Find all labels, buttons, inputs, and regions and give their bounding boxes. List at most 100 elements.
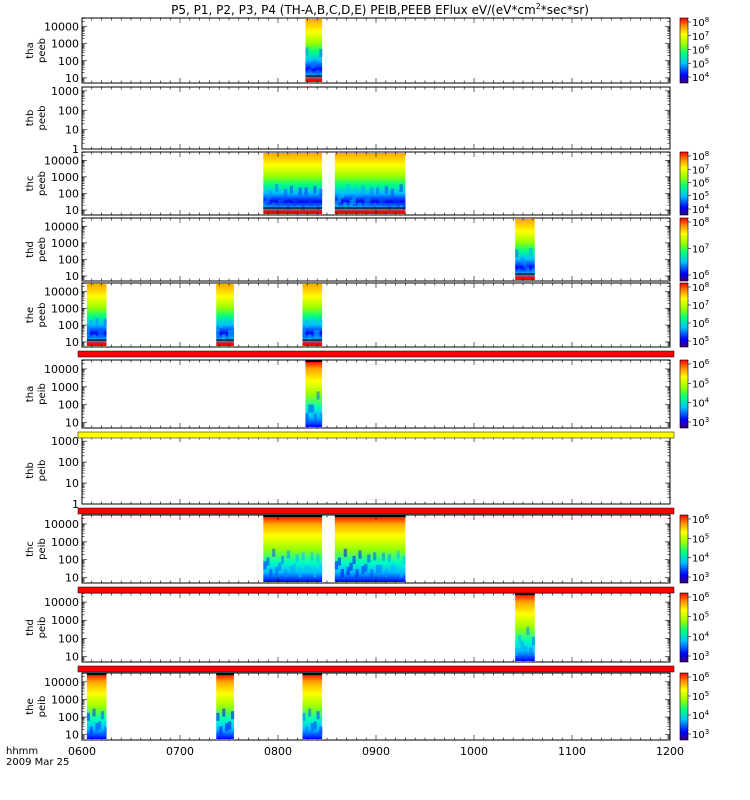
- spectrogram-texture: [367, 197, 371, 206]
- y-tick-label: 10: [65, 477, 79, 490]
- spectrogram-texture: [515, 647, 519, 657]
- spectrogram-texture: [103, 318, 107, 327]
- y-tick-label: 100: [58, 399, 79, 412]
- spectrogram-texture: [346, 184, 350, 192]
- y-tick-label: 1: [72, 143, 79, 156]
- spectrogram-texture: [352, 196, 356, 205]
- spectrogram-texture: [349, 562, 353, 571]
- colorbar-tick-exponent: 4: [705, 203, 710, 211]
- spectrogram-texture: [358, 550, 362, 559]
- colorbar-tick-label: 105: [692, 57, 709, 70]
- y-axis-label: peeb: [37, 38, 48, 63]
- colorbar-tick-label: 105: [692, 532, 709, 545]
- colorbar-tick-label: 106: [692, 513, 710, 526]
- y-tick-label: 100: [58, 104, 79, 117]
- spectrogram-texture: [301, 202, 305, 210]
- spectrogram-texture: [384, 569, 389, 578]
- colorbar-tick-exponent: 3: [705, 650, 709, 658]
- spectrogram-texture: [310, 722, 314, 732]
- y-tick-label: 1000: [51, 237, 79, 250]
- colorbar-tick-exponent: 7: [705, 299, 709, 307]
- colorbar-tick-exponent: 8: [705, 16, 709, 24]
- spectrogram-texture: [216, 328, 220, 337]
- y-axis-label: peib: [37, 460, 48, 482]
- colorbar-tick-exponent: 4: [705, 709, 710, 717]
- spectrogram-texture: [340, 568, 344, 578]
- spectrogram-texture: [298, 187, 302, 196]
- y-tick-label: 10: [65, 204, 79, 217]
- spectrogram-texture: [310, 317, 314, 326]
- colorbar-tick-exponent: 6: [705, 177, 710, 185]
- colorbar-tick-exponent: 3: [705, 416, 709, 424]
- panel-frame: [81, 672, 671, 741]
- spectrogram-texture: [531, 636, 536, 645]
- y-axis-label: peib: [37, 696, 48, 718]
- spectrogram-texture: [520, 257, 524, 265]
- spectrogram-texture: [263, 561, 267, 570]
- y-tick-label: 10: [65, 72, 79, 85]
- spectrogram-texture: [219, 726, 223, 735]
- spectrogram-texture: [529, 247, 533, 256]
- y-tick-label: 10000: [44, 363, 79, 376]
- spectrogram-texture: [529, 647, 533, 656]
- spectrogram-texture: [275, 566, 279, 576]
- spectrogram-texture: [352, 555, 356, 565]
- spectrogram-texture: [526, 266, 530, 275]
- y-axis-label: peeb: [37, 237, 48, 262]
- y-axis-label: tha: [25, 386, 36, 402]
- spectrogram-texture: [370, 569, 374, 578]
- y-tick-label: 10: [65, 336, 79, 349]
- spectrogram-texture: [283, 189, 288, 197]
- y-axis-label: thc: [25, 176, 36, 192]
- spectrogram-texture: [286, 202, 291, 210]
- y-tick-label: 10: [65, 417, 79, 430]
- y-axis-label: thb: [25, 462, 36, 479]
- y-tick-label: 10: [65, 124, 79, 137]
- spectrogram-texture: [86, 328, 90, 337]
- spectrogram-texture: [358, 202, 362, 210]
- y-tick-label: 1000: [51, 302, 79, 315]
- spectrogram-texture: [346, 566, 350, 576]
- x-tick-label: 0800: [264, 745, 292, 758]
- spectrogram-texture: [376, 565, 380, 574]
- colorbar-tick-label: 106: [692, 591, 710, 604]
- spectrogram-texture: [378, 197, 383, 206]
- spectrogram-texture: [310, 61, 315, 69]
- spectrogram-texture: [292, 563, 296, 572]
- x-tick-label: 1100: [558, 745, 586, 758]
- y-axis-label: thb: [25, 110, 36, 127]
- spectrogram-texture: [283, 569, 288, 578]
- spectrogram-texture: [364, 198, 368, 207]
- spectrogram-texture: [230, 329, 235, 338]
- y-axis-label: tha: [25, 42, 36, 58]
- colorbar-tick-exponent: 5: [705, 57, 709, 65]
- spectrogram-texture: [373, 552, 377, 561]
- x-axis-unit-label: hhmm: [6, 746, 39, 757]
- spectrogram-texture: [515, 249, 519, 258]
- colorbar: [679, 592, 689, 663]
- spectrogram-texture: [222, 708, 226, 717]
- spectrogram-texture: [319, 318, 323, 327]
- panel-frame: [81, 282, 671, 348]
- spectrogram-texture: [364, 563, 368, 572]
- colorbar-tick-exponent: 8: [705, 281, 709, 289]
- y-tick-label: 1: [72, 498, 79, 511]
- colorbar-tick-exponent: 8: [705, 216, 709, 224]
- colorbar-tick-label: 104: [692, 552, 710, 565]
- panel-thd-peib: 10 100 1000 10000 thd peib 103 104 105 106: [25, 591, 710, 664]
- spectrogram-texture: [313, 413, 317, 422]
- spectrogram-texture: [319, 48, 323, 57]
- spectrogram-texture: [272, 202, 276, 210]
- spectrogram-texture: [308, 334, 312, 342]
- spectrogram-texture: [278, 199, 282, 208]
- colorbar-tick-exponent: 4: [705, 630, 710, 638]
- y-axis-label: peeb: [37, 106, 48, 131]
- status-bar: [77, 507, 675, 515]
- y-tick-label: 1000: [51, 693, 79, 706]
- spectrogram-texture: [361, 185, 365, 194]
- spectrogram-texture: [402, 555, 406, 564]
- spectrogram-block: [302, 674, 323, 739]
- spectrogram-texture: [302, 328, 306, 337]
- spectrogram-texture: [308, 404, 312, 413]
